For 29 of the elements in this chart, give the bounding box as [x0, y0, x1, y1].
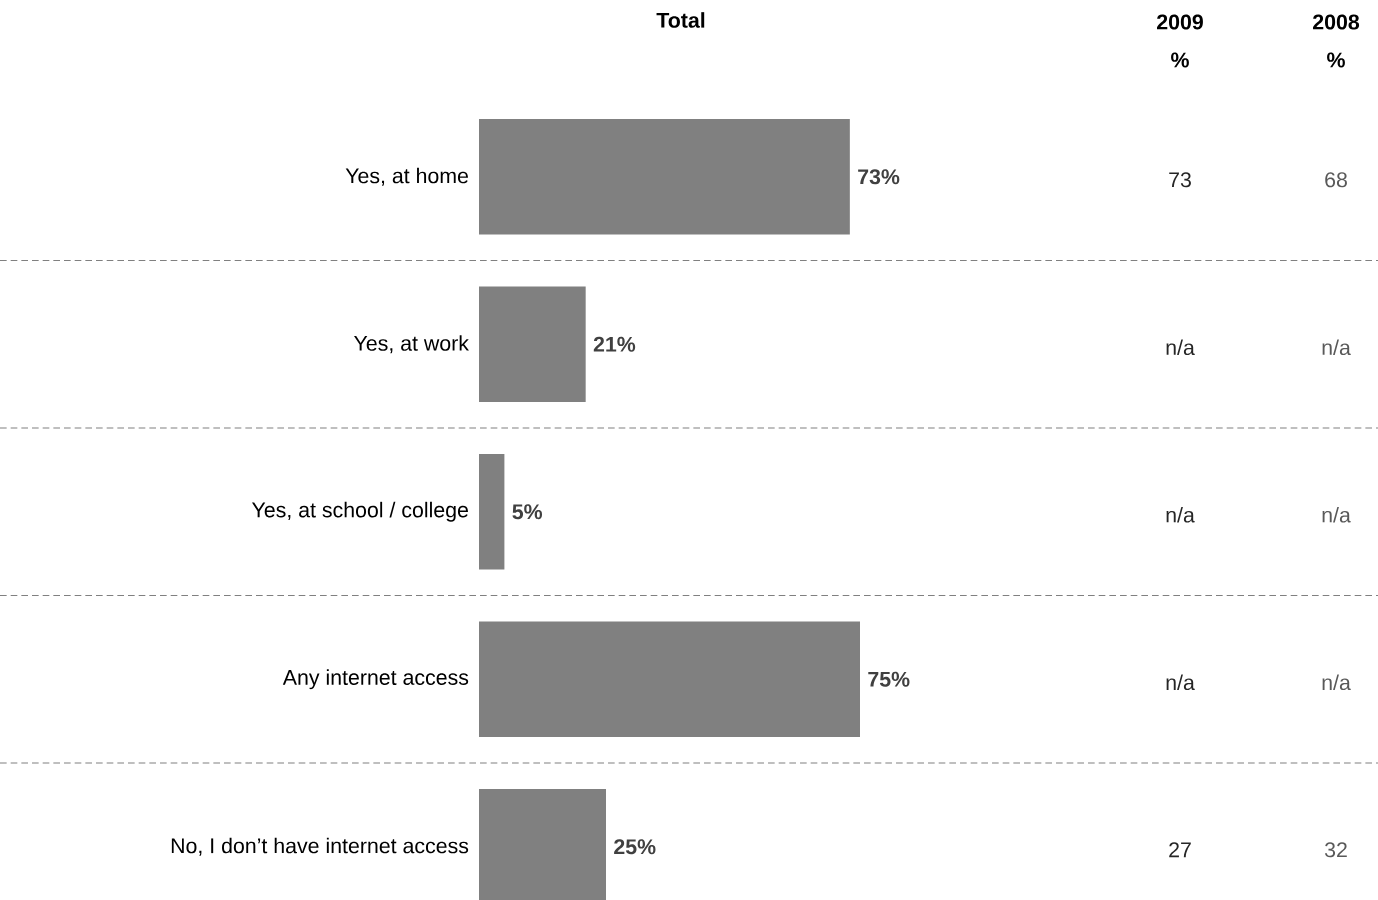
text: n/a — [1322, 506, 1351, 523]
y-tick-label: Yes, at school / college — [251, 501, 468, 522]
bar — [479, 118, 850, 235]
text: 27 — [1169, 842, 1191, 858]
data-label: 5% — [512, 504, 543, 520]
text: n/a — [1322, 339, 1351, 356]
text: n/a — [1166, 339, 1195, 356]
bar — [479, 453, 505, 570]
y-tick-label: Any internet access — [282, 669, 469, 690]
text: n/a — [1322, 674, 1351, 691]
bar — [479, 286, 586, 403]
bar — [479, 621, 860, 738]
text: n/a — [1166, 506, 1195, 523]
text: % — [1171, 52, 1189, 68]
text: % — [1327, 52, 1345, 68]
text: 2008 — [1313, 14, 1360, 30]
y-tick-label: Yes, at work — [354, 335, 469, 354]
text: 2009 — [1157, 14, 1203, 30]
text: 32 — [1324, 842, 1347, 858]
y-tick-label: No, I don’t have internet access — [171, 837, 469, 856]
text: 73 — [1169, 172, 1191, 188]
data-label: 25% — [614, 839, 656, 855]
data-label: 75% — [868, 671, 910, 687]
chart-title: Total — [656, 12, 705, 28]
text: n/a — [1166, 674, 1195, 691]
data-label: 73% — [858, 169, 900, 185]
y-tick-label: Yes, at home — [345, 167, 468, 186]
data-label: 21% — [593, 336, 636, 352]
text: 68 — [1325, 172, 1347, 188]
